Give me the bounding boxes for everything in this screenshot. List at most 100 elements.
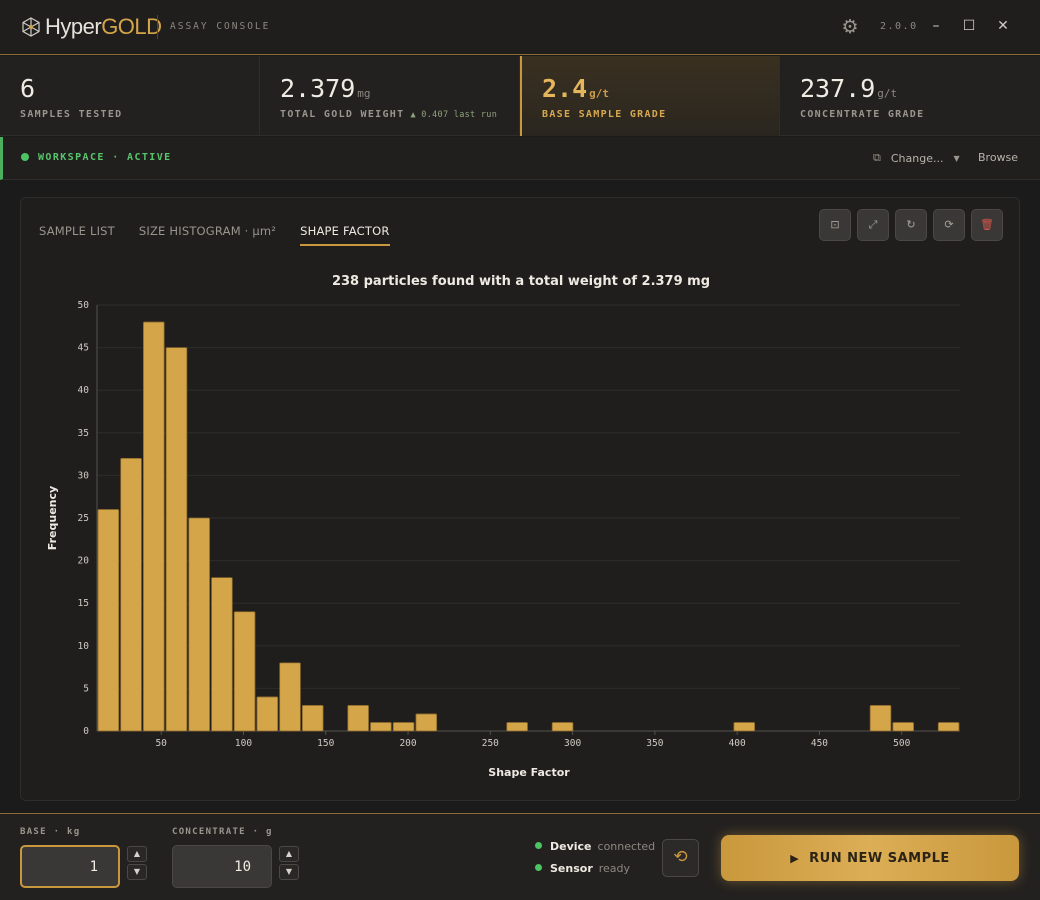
- view-tabs: SAMPLE LIST SIZE HISTOGRAM · µm² SHAPE F…: [39, 224, 414, 246]
- stat-label: CONCENTRATE GRADE: [800, 109, 925, 120]
- x-tick-label: 150: [317, 738, 334, 749]
- title-divider: [157, 15, 158, 39]
- y-tick-label: 40: [78, 385, 90, 396]
- y-tick-label: 25: [78, 513, 89, 524]
- main-panel: SAMPLE LIST SIZE HISTOGRAM · µm² SHAPE F…: [20, 197, 1020, 801]
- y-tick-label: 35: [78, 428, 89, 439]
- x-tick-label: 400: [729, 738, 746, 749]
- histogram-bar: [165, 347, 188, 732]
- y-tick-label: 30: [78, 470, 90, 481]
- histogram-bar: [892, 722, 914, 732]
- histogram-bar: [143, 321, 165, 732]
- histogram-bar: [256, 696, 279, 732]
- histogram-bar: [97, 509, 120, 732]
- y-tick-label: 5: [83, 683, 89, 694]
- device-status: Device connected: [535, 840, 655, 853]
- x-tick-label: 250: [482, 738, 499, 749]
- base-decrement-button[interactable]: ▼: [127, 864, 147, 880]
- gear-icon[interactable]: ⚙: [841, 16, 859, 38]
- stats-row: 6 SAMPLES TESTED 2.379 mg TOTAL GOLD WEIG…: [0, 56, 1040, 136]
- minimize-icon[interactable]: –: [932, 18, 940, 34]
- workspace-status-dot: [21, 153, 29, 161]
- concentrate-decrement-button[interactable]: ▼: [279, 864, 299, 880]
- stat-concentrate-grade: 237.9 g/t CONCENTRATE GRADE: [780, 56, 1040, 136]
- concentrate-increment-button[interactable]: ▲: [279, 846, 299, 862]
- refresh-button[interactable]: ⟲: [662, 839, 699, 877]
- logo-accent-text: GOLD: [101, 14, 162, 39]
- logo-mark-icon: [22, 17, 40, 37]
- stat-unit: mg: [357, 87, 371, 100]
- stat-label: BASE SAMPLE GRADE: [542, 109, 667, 120]
- histogram-bar: [188, 517, 210, 732]
- sensor-state: ready: [598, 862, 631, 875]
- histogram-bar: [233, 611, 256, 732]
- trash-icon[interactable]: 🗑: [971, 209, 1003, 241]
- stat-value: 2.379: [280, 74, 356, 103]
- histogram-bar: [392, 722, 415, 732]
- y-tick-label: 50: [78, 300, 90, 311]
- x-tick-label: 500: [893, 738, 910, 749]
- histogram-bar: [370, 722, 392, 732]
- chevron-down-icon: ▼: [953, 153, 960, 163]
- base-increment-button[interactable]: ▲: [127, 846, 147, 862]
- histogram-bar: [211, 577, 233, 732]
- tab-sample-list[interactable]: SAMPLE LIST: [39, 224, 115, 238]
- x-tick-label: 200: [399, 738, 416, 749]
- crop-icon[interactable]: ⊡: [819, 209, 851, 241]
- y-tick-label: 20: [78, 556, 90, 567]
- x-tick-label: 100: [235, 738, 252, 749]
- sensor-status: Sensor ready: [535, 862, 630, 875]
- footer-bar: BASE · kg ▲ ▼ CONCENTRATE · g ▲ ▼ Device…: [0, 813, 1040, 900]
- title-bar: HyperGOLD ASSAY CONSOLE ⚙ 2.0.0 – ☐ ✕: [0, 0, 1040, 55]
- rotate-icon[interactable]: ↻: [895, 209, 927, 241]
- copy-icon: ⧉: [873, 151, 881, 164]
- base-input[interactable]: [20, 845, 120, 888]
- base-label: BASE · kg: [20, 827, 81, 837]
- tab-size-histogram[interactable]: SIZE HISTOGRAM · µm²: [138, 224, 277, 238]
- stat-total-gold-weight: 2.379 mg TOTAL GOLD WEIGHT ▲ 0.407 last ru…: [260, 56, 520, 136]
- stat-samples-tested: 6 SAMPLES TESTED: [0, 56, 260, 136]
- workspace-browse-button[interactable]: Browse: [978, 151, 1019, 164]
- x-axis-label: Shape Factor: [488, 766, 570, 779]
- x-tick-label: 450: [811, 738, 828, 749]
- histogram-bar: [120, 457, 142, 732]
- stat-value: 237.9: [800, 74, 876, 103]
- histogram-bar: [506, 722, 528, 732]
- maximize-icon[interactable]: ☐: [962, 18, 976, 34]
- x-tick-label: 350: [646, 738, 663, 749]
- workspace-change-dropdown[interactable]: ⧉ Change... ▼: [873, 151, 960, 165]
- stat-base-sample-grade[interactable]: 2.4 g/t BASE SAMPLE GRADE: [520, 56, 780, 136]
- refresh-icon: ⟲: [673, 847, 688, 867]
- stat-label: TOTAL GOLD WEIGHT: [280, 109, 405, 120]
- stat-delta: ▲ 0.407 last run: [410, 110, 498, 120]
- chart-title: 238 particles found with a total weight …: [331, 274, 711, 289]
- close-icon[interactable]: ✕: [997, 18, 1009, 34]
- stat-label: SAMPLES TESTED: [20, 109, 123, 120]
- app-logo: HyperGOLD: [20, 14, 162, 40]
- histogram-bar: [347, 705, 369, 732]
- stat-value: 2.4: [542, 74, 588, 103]
- stat-unit: g/t: [877, 87, 898, 100]
- device-name: Device: [550, 840, 592, 853]
- concentrate-label: CONCENTRATE · g: [172, 827, 273, 837]
- device-state: connected: [597, 840, 656, 853]
- run-button-label: RUN NEW SAMPLE: [809, 850, 950, 866]
- y-tick-label: 45: [78, 343, 89, 354]
- concentrate-input[interactable]: [172, 845, 272, 888]
- play-icon: ▶: [790, 851, 800, 865]
- y-axis-label: Frequency: [46, 486, 59, 550]
- histogram-bar: [937, 722, 960, 732]
- x-tick-label: 50: [155, 738, 167, 749]
- histogram-bar: [415, 713, 438, 732]
- expand-icon[interactable]: ⤢: [857, 209, 889, 241]
- tab-shape-factor[interactable]: SHAPE FACTOR: [300, 224, 390, 246]
- y-tick-label: 0: [83, 726, 89, 737]
- workspace-bar: WORKSPACE · ACTIVE ⧉ Change... ▼ Browse: [0, 137, 1040, 180]
- version-label: 2.0.0: [880, 21, 918, 32]
- histogram-bar: [733, 722, 756, 732]
- run-new-sample-button[interactable]: ▶ RUN NEW SAMPLE: [721, 835, 1019, 881]
- reset-icon[interactable]: ⟳: [933, 209, 965, 241]
- device-status-dot: [535, 842, 542, 849]
- workspace-status-label: WORKSPACE · ACTIVE: [38, 152, 172, 163]
- workspace-change-label: Change...: [890, 151, 944, 165]
